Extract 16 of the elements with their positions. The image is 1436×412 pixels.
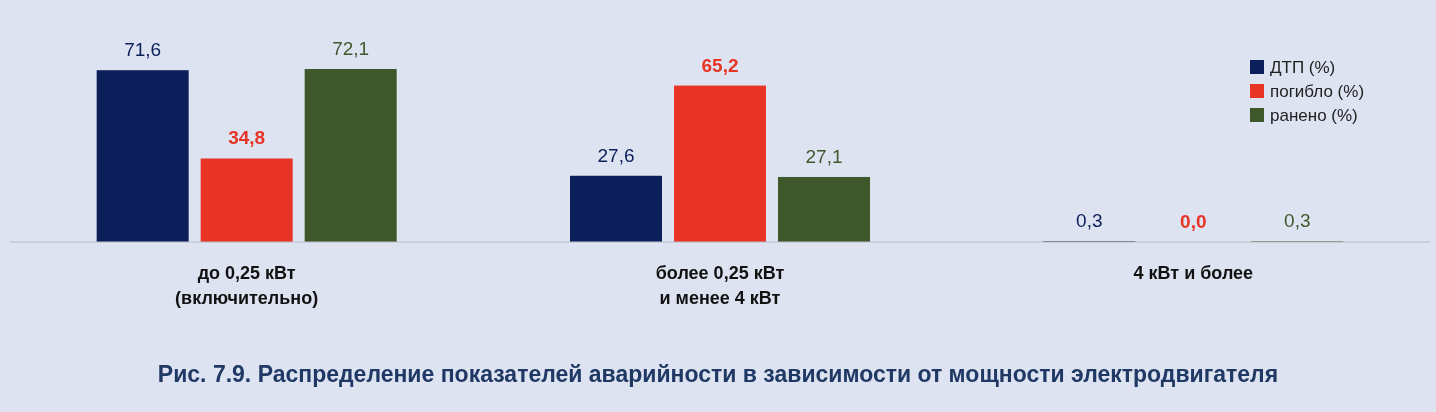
x-tick-label: до 0,25 кВт (включительно) bbox=[175, 263, 319, 308]
legend-label: ДТП (%) bbox=[1270, 58, 1336, 77]
data-label: 71,6 bbox=[124, 39, 162, 61]
legend-label: ранено (%) bbox=[1270, 106, 1358, 125]
data-label: 65,2 bbox=[701, 54, 739, 76]
legend-label: погибло (%) bbox=[1270, 82, 1365, 101]
data-label: 27,6 bbox=[597, 144, 635, 166]
text: Рис. 7.9. Распределение показателей аварийности в зависимости от мощности электродвигателя bbox=[157, 361, 1279, 387]
data-label: 34,8 bbox=[228, 127, 266, 149]
x-tick-label: 4 кВт и более bbox=[1133, 263, 1254, 283]
data-label: 72,1 bbox=[332, 38, 370, 59]
data-label: 27,1 bbox=[805, 145, 843, 167]
data-label: 0,0 bbox=[1180, 211, 1207, 232]
data-label: 0,3 bbox=[1076, 210, 1103, 232]
x-tick-label: более 0,25 кВт и менее 4 кВт bbox=[655, 263, 785, 308]
data-label: 0,3 bbox=[1284, 210, 1311, 232]
